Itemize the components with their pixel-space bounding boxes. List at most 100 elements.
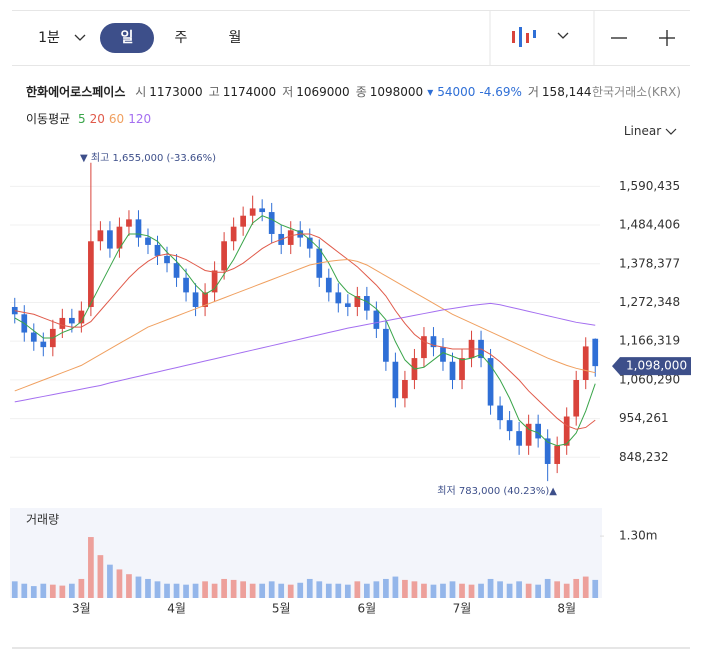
candle-body — [487, 358, 494, 406]
volume-bar — [440, 583, 446, 598]
volume-bar — [563, 583, 570, 598]
x-tick-label: 8월 — [557, 602, 576, 616]
volume-tick-label: 1.30m — [619, 529, 657, 543]
period-button[interactable]: 일 — [100, 23, 154, 53]
x-tick-label: 3월 — [72, 602, 91, 616]
candle-body — [221, 241, 227, 271]
volume-bar — [354, 581, 361, 598]
volume-bar — [316, 581, 323, 598]
scale-select[interactable]: Linear — [624, 124, 677, 138]
candle-body — [573, 380, 580, 417]
candle-body — [306, 237, 313, 249]
volume-bar — [59, 585, 66, 598]
dropdown-icon[interactable] — [74, 34, 86, 41]
high-annotation: ▼ 최고 1,655,000 (-33.66%) — [80, 152, 216, 164]
volume-bar — [202, 581, 208, 598]
candle-body — [116, 226, 123, 249]
quote-value: 1174000 — [222, 85, 277, 99]
toolbar: 1분 일 주 월 — [12, 10, 690, 66]
candle-body — [145, 237, 151, 245]
volume-bar — [506, 583, 513, 598]
period-button[interactable]: 월 — [228, 30, 242, 46]
ma-line — [14, 259, 596, 392]
candle-body — [202, 292, 208, 307]
volume-bar — [78, 578, 85, 598]
scale-label: Linear — [623, 124, 662, 138]
volume-bar — [478, 583, 484, 598]
legend-entry: 60 — [108, 112, 125, 126]
candle-body — [287, 230, 294, 245]
volume-bar — [211, 583, 218, 598]
quote-value: 1069000 — [296, 85, 350, 99]
candle-body — [325, 277, 332, 293]
volume-bar — [592, 579, 599, 598]
candle-body — [240, 215, 246, 227]
volume-bar — [126, 574, 132, 598]
candle-body — [69, 317, 75, 324]
volume-bar — [116, 569, 123, 598]
volume-bar — [411, 581, 418, 598]
volume-bar — [402, 579, 408, 598]
change: 54000 — [437, 85, 476, 99]
period-button[interactable]: 주 — [174, 30, 188, 46]
ma-line — [14, 233, 596, 430]
quote-label: 저 — [282, 85, 294, 99]
volume-bar — [259, 583, 266, 598]
volume-bar — [30, 586, 37, 598]
candle-body — [78, 310, 85, 324]
quote-value: 1173000 — [149, 85, 203, 99]
volume-bar — [430, 584, 437, 598]
volume-bar — [154, 581, 161, 598]
volume-bar — [573, 578, 580, 598]
candle-body — [440, 347, 446, 362]
legend-entry: 5 — [78, 112, 86, 126]
candle-body — [364, 296, 370, 311]
last-price-box — [612, 357, 691, 376]
volume-bar — [107, 564, 113, 598]
volume-bar — [192, 583, 199, 598]
volume-bar — [49, 584, 56, 598]
chart-type-icon[interactable] — [512, 27, 536, 47]
volume-bar — [164, 583, 170, 598]
candle-body — [59, 317, 66, 329]
candle-body — [535, 423, 541, 439]
candle-body — [430, 336, 437, 348]
candle-body — [563, 416, 570, 446]
volume-bar — [335, 583, 342, 598]
volume-bar — [449, 581, 456, 598]
volume-bar — [554, 581, 561, 598]
zoom-in[interactable] — [659, 30, 675, 46]
candle-body — [107, 230, 113, 249]
candle-body — [268, 212, 275, 234]
y-tick-label: 1,060,290 — [619, 372, 680, 386]
candle-body — [173, 263, 180, 278]
candle-body — [249, 208, 256, 216]
volume-bar — [268, 581, 275, 598]
volume-bar — [459, 583, 465, 598]
period-button[interactable]: 1분 — [38, 30, 60, 46]
volume-bar — [392, 576, 399, 598]
volume-bar — [297, 582, 304, 598]
volume-bar — [516, 581, 522, 598]
candle-body — [402, 380, 408, 399]
ma-legend: 이동평균 5 20 60 120 — [26, 110, 151, 127]
volume-bar — [582, 576, 589, 598]
volume-bar — [535, 584, 541, 598]
dropdown-icon[interactable] — [557, 32, 569, 39]
volume-bar — [364, 583, 370, 598]
volume-bar — [97, 555, 104, 598]
volume-bar — [183, 584, 189, 598]
ma-line — [14, 302, 596, 403]
candle-body — [516, 431, 522, 446]
volume-bar — [145, 578, 151, 598]
volume-bar — [69, 583, 75, 598]
candle-body — [30, 332, 37, 342]
volume-bar — [88, 537, 94, 598]
volume-bar — [221, 578, 227, 598]
candle-body — [135, 219, 142, 238]
candle-body — [259, 208, 266, 213]
candle-body — [544, 438, 551, 464]
volume-bar — [421, 583, 427, 598]
volume-bar — [249, 583, 256, 598]
